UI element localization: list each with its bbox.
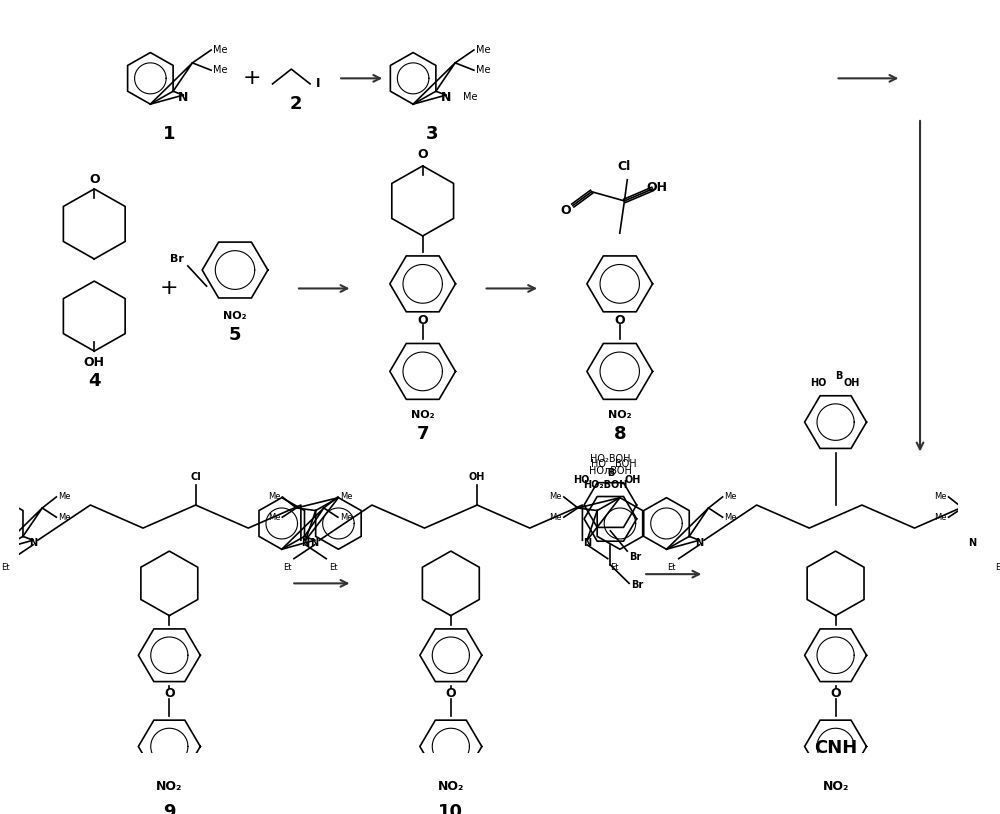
Text: NO₂: NO₂	[822, 780, 849, 793]
Text: HO: HO	[591, 459, 606, 470]
Text: OH: OH	[469, 472, 485, 483]
Text: 10: 10	[438, 803, 463, 814]
Text: NO₂: NO₂	[156, 780, 183, 793]
Text: Me: Me	[268, 513, 280, 522]
Text: BOH: BOH	[615, 459, 637, 470]
Text: B: B	[835, 371, 842, 381]
Text: NO₂: NO₂	[411, 409, 434, 420]
Text: 7: 7	[416, 425, 429, 443]
Text: Me: Me	[724, 513, 737, 522]
Text: Et: Et	[667, 563, 676, 572]
Text: Br: Br	[170, 253, 184, 264]
Text: Et: Et	[283, 563, 291, 572]
Text: O: O	[164, 686, 175, 699]
Text: OH: OH	[84, 356, 105, 369]
Text: O: O	[89, 173, 100, 186]
Text: HO: HO	[810, 379, 826, 388]
Text: Me: Me	[463, 92, 477, 102]
Text: B: B	[607, 468, 614, 478]
Text: Me: Me	[934, 513, 947, 522]
Text: +: +	[243, 68, 261, 89]
Text: OH: OH	[647, 181, 668, 194]
Text: Br: Br	[629, 552, 641, 562]
Text: Me: Me	[476, 65, 490, 75]
Text: N: N	[583, 538, 591, 548]
Text: CNH: CNH	[814, 739, 857, 757]
Text: Me: Me	[58, 513, 71, 522]
Text: Cl: Cl	[190, 472, 201, 483]
Text: 2: 2	[290, 95, 302, 113]
Text: HO: HO	[573, 475, 590, 485]
Text: Me: Me	[268, 492, 280, 501]
Text: N: N	[29, 538, 37, 548]
Text: Et: Et	[611, 563, 619, 572]
Text: Me: Me	[476, 45, 490, 55]
Text: OH: OH	[843, 379, 859, 388]
Text: Et: Et	[995, 563, 1000, 572]
Text: Me: Me	[934, 492, 947, 501]
Text: N: N	[178, 91, 188, 104]
Text: Me: Me	[549, 513, 562, 522]
Text: Cl: Cl	[618, 160, 631, 173]
Text: HOᴫBOH: HOᴫBOH	[589, 466, 632, 476]
Text: Et: Et	[329, 563, 338, 572]
Text: 3: 3	[426, 125, 438, 142]
Text: I: I	[316, 77, 320, 90]
Text: N: N	[302, 538, 310, 548]
Text: 4: 4	[88, 372, 101, 390]
Text: Me: Me	[58, 492, 71, 501]
Text: Br: Br	[631, 580, 643, 590]
Text: N: N	[968, 538, 976, 548]
Text: 8: 8	[613, 425, 626, 443]
Text: Me: Me	[724, 492, 737, 501]
Text: Me: Me	[340, 513, 352, 522]
Text: NO₂: NO₂	[223, 311, 247, 321]
Text: Et: Et	[1, 563, 10, 572]
Text: O: O	[560, 204, 571, 217]
Text: +: +	[160, 278, 179, 299]
Text: Me: Me	[549, 492, 562, 501]
Text: O: O	[417, 314, 428, 327]
Text: HO₂BOH: HO₂BOH	[583, 479, 628, 490]
Text: O: O	[446, 686, 456, 699]
Text: HO₂BOH: HO₂BOH	[590, 454, 631, 464]
Text: 9: 9	[163, 803, 176, 814]
Text: N: N	[441, 91, 451, 104]
Text: O: O	[417, 148, 428, 161]
Text: Me: Me	[340, 492, 352, 501]
Text: N: N	[695, 538, 703, 548]
Text: Me: Me	[213, 65, 228, 75]
Text: N: N	[311, 538, 319, 548]
Text: O: O	[830, 686, 841, 699]
Text: Me: Me	[213, 45, 228, 55]
Text: NO₂: NO₂	[608, 409, 631, 420]
Text: 1: 1	[163, 125, 176, 142]
Text: OH: OH	[624, 475, 641, 485]
Text: O: O	[614, 314, 625, 327]
Text: 5: 5	[229, 326, 241, 344]
Text: NO₂: NO₂	[438, 780, 464, 793]
